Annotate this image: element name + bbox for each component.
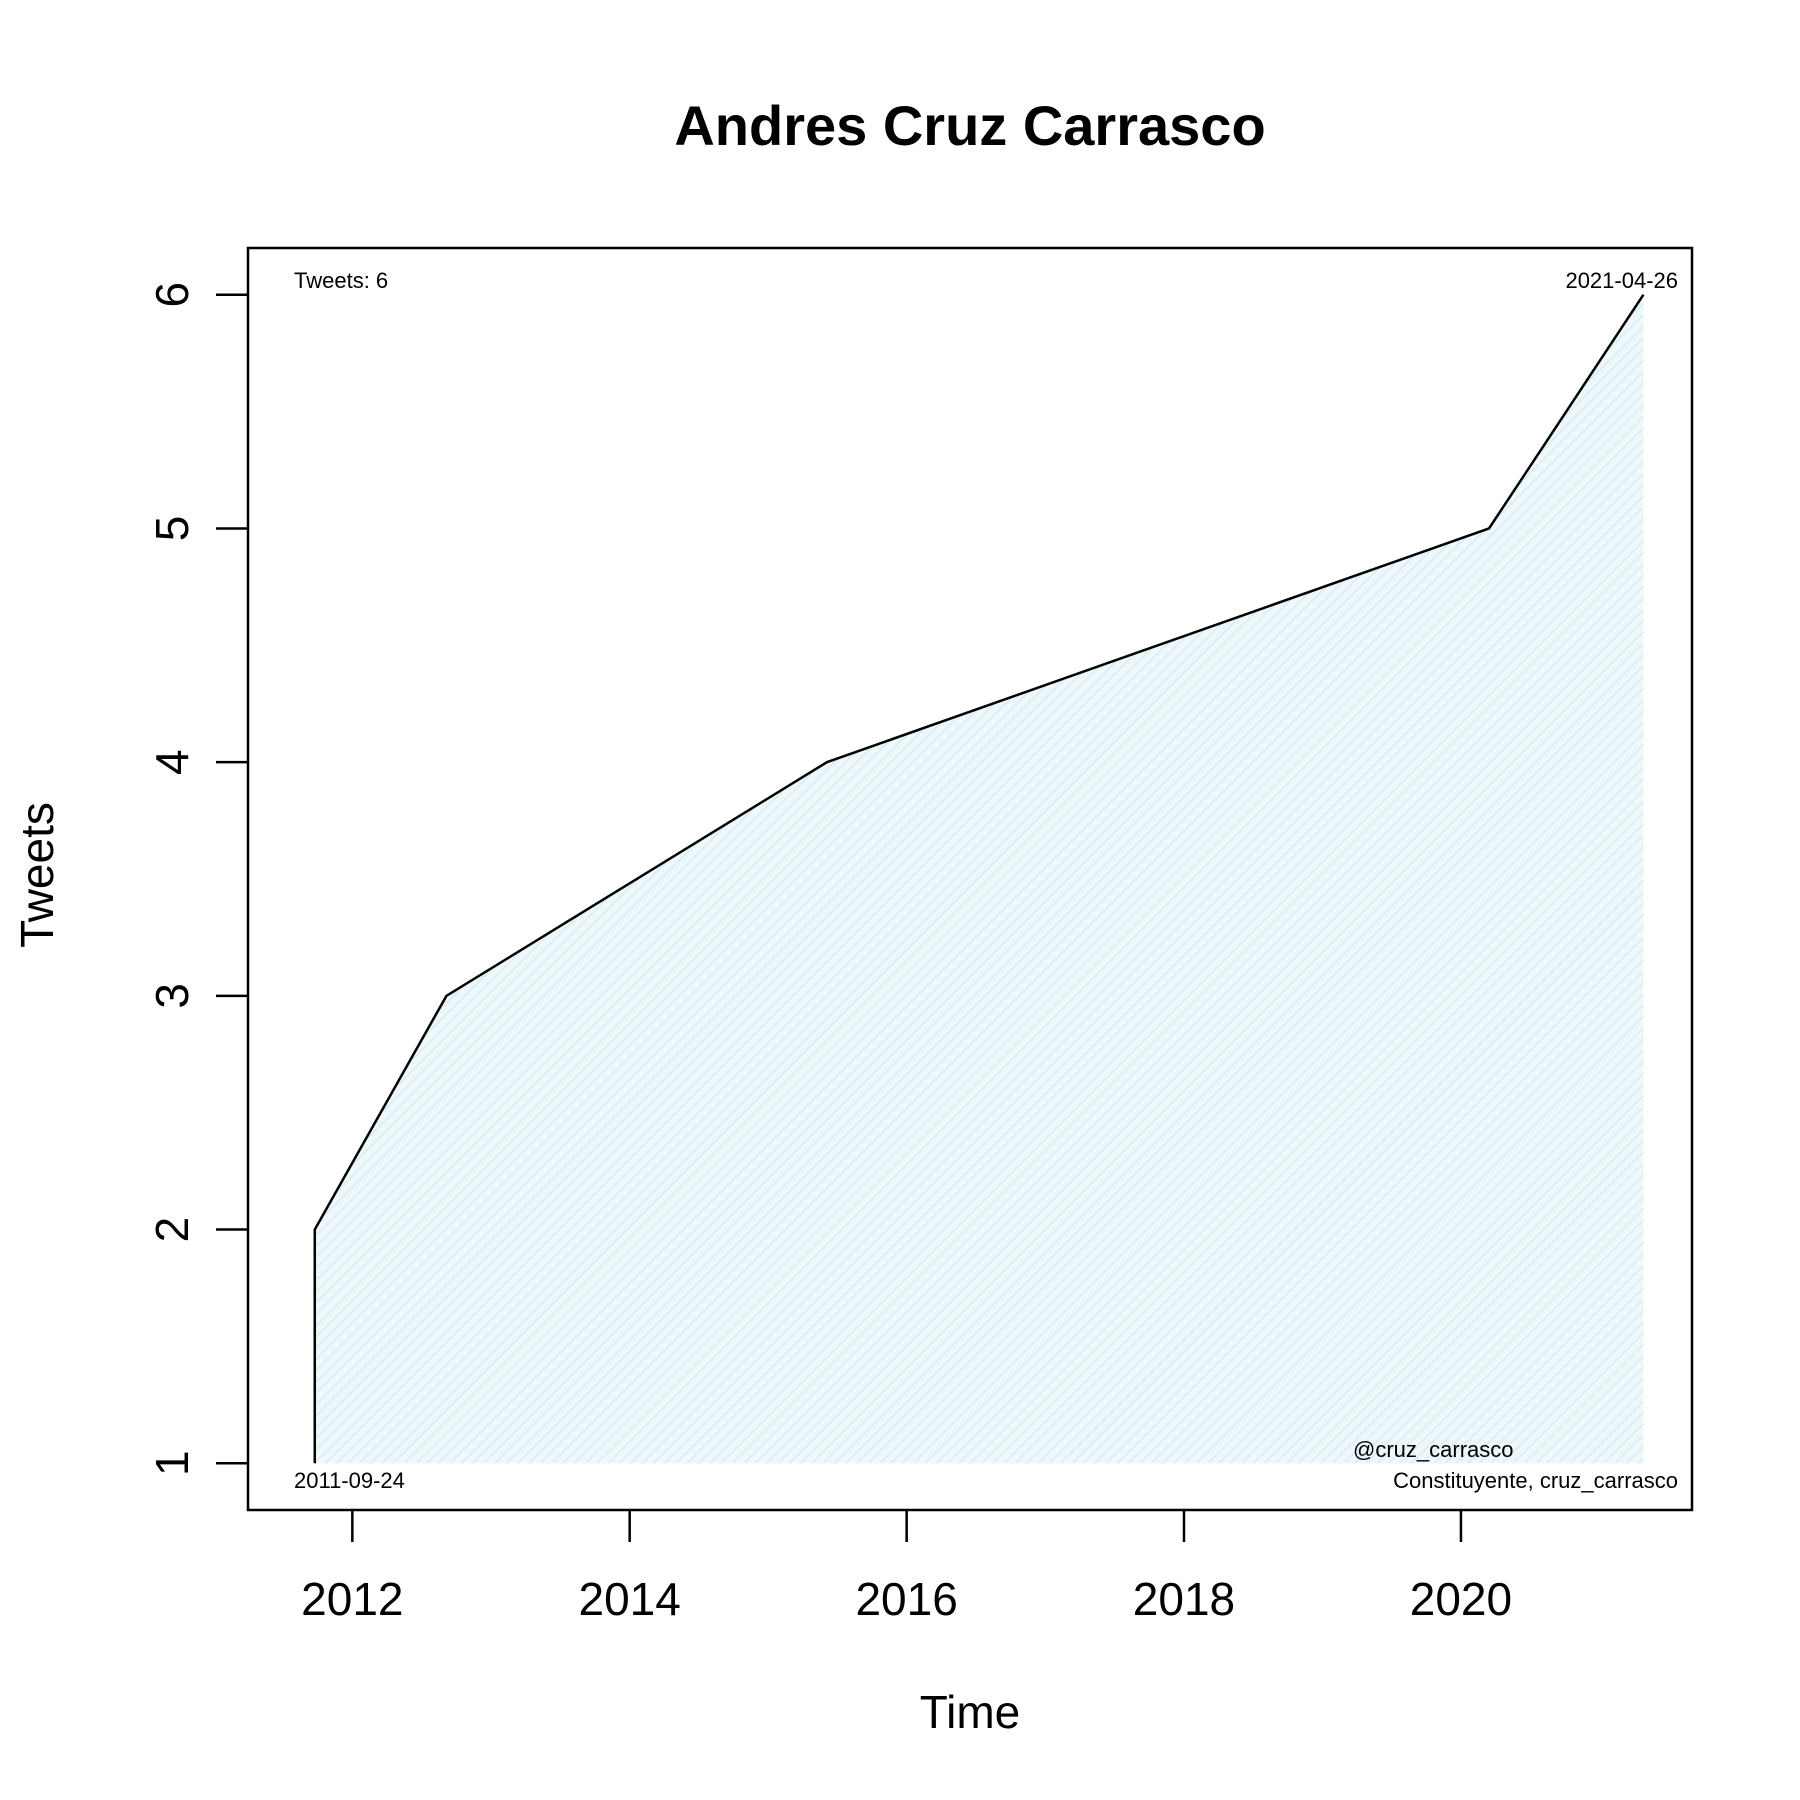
plot-layer: 2012 2014 2016 2018 2020 1 2 3 4 5 6 Tweets: 6 2021-… (146, 246, 1694, 1625)
x-tick-label-2014: 2014 (579, 1573, 681, 1625)
annotation-last-date: 2021-04-26 (1565, 268, 1678, 293)
y-tick-label-6: 6 (146, 282, 198, 308)
y-tick-label-3: 3 (146, 983, 198, 1009)
x-tick-label-2016: 2016 (855, 1573, 957, 1625)
x-axis-title: Time (920, 1686, 1021, 1738)
y-tick-label-1: 1 (146, 1450, 198, 1476)
y-tick-label-2: 2 (146, 1217, 198, 1243)
annotation-tweet-count: Tweets: 6 (294, 268, 388, 293)
annotation-description: Constituyente, cruz_carrasco (1393, 1468, 1678, 1493)
annotation-first-date: 2011-09-24 (294, 1468, 405, 1493)
x-tick-label-2012: 2012 (301, 1573, 403, 1625)
y-tick-label-5: 5 (146, 516, 198, 542)
y-tick-label-4: 4 (146, 749, 198, 775)
series-area-fill (314, 294, 1644, 1464)
annotation-handle: @cruz_carrasco (1353, 1437, 1514, 1462)
series-line (313, 294, 1645, 1464)
chart-title: Andres Cruz Carrasco (674, 94, 1265, 157)
x-tick-label-2020: 2020 (1410, 1573, 1512, 1625)
plot-frame (246, 246, 1694, 1512)
y-axis-title: Tweets (11, 802, 63, 948)
x-tick-label-2018: 2018 (1133, 1573, 1235, 1625)
